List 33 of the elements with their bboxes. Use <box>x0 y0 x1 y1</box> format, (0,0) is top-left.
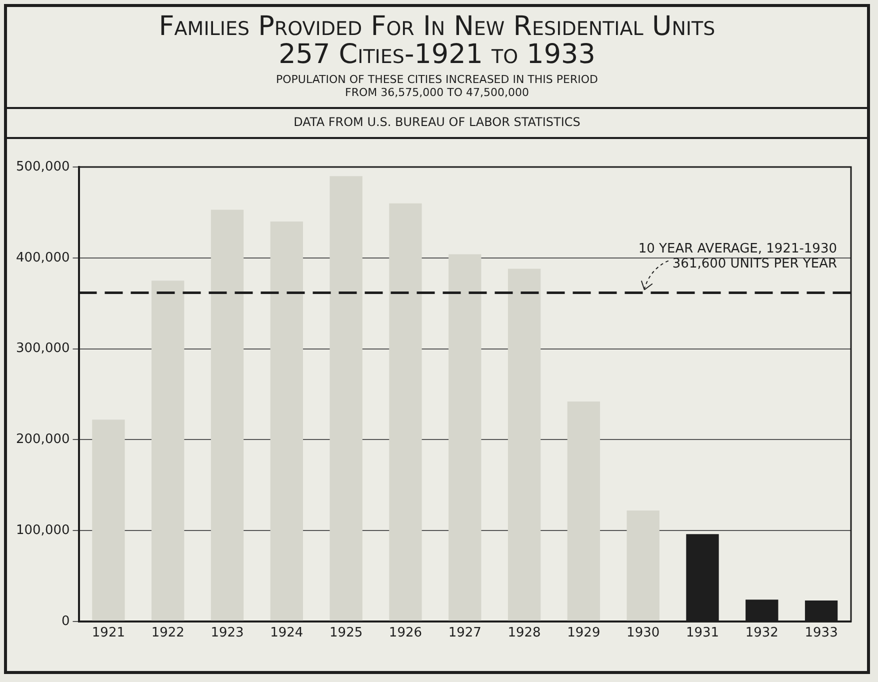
x-tick-label: 1929 <box>567 626 600 641</box>
x-tick-label: 1931 <box>686 626 720 641</box>
y-tick-label: 0 <box>61 614 70 629</box>
bar <box>567 401 600 621</box>
bar <box>330 176 362 621</box>
y-tick-label: 500,000 <box>16 159 70 174</box>
x-tick-label: 1933 <box>804 626 838 641</box>
x-tick-label: 1924 <box>270 626 304 641</box>
x-tick-label: 1923 <box>210 626 244 641</box>
chart-title: Families Provided For In New Residential Units 257 Cities-1921 to 1933 <box>158 11 716 70</box>
x-tick-label: 1922 <box>151 626 184 641</box>
x-tick-label: 1932 <box>745 626 778 641</box>
y-tick-label: 100,000 <box>16 522 70 538</box>
x-tick-label: 1927 <box>448 626 482 641</box>
chart-subtitle: POPULATION OF THESE CITIES INCREASED IN THIS PERIOD FROM 36,575,000 TO 47,500,000 <box>275 73 599 99</box>
ref-line-label: 10 YEAR AVERAGE, 1921-1930 361,600 UNITS PER YEAR <box>638 242 837 272</box>
text: DATA FROM U.S. BUREAU OF LABOR STATISTICS <box>7 109 867 139</box>
x-tick-label: 1921 <box>92 626 126 641</box>
x-tick-label: 1928 <box>508 626 541 641</box>
x-tick-label: 1930 <box>626 626 660 641</box>
bar <box>210 210 244 621</box>
bar <box>448 254 482 621</box>
y-tick-label: 400,000 <box>16 250 70 266</box>
y-tick-label: 300,000 <box>16 341 70 356</box>
x-tick-label: 1926 <box>388 626 422 641</box>
bar <box>389 203 422 621</box>
bar <box>508 268 541 621</box>
bar <box>152 280 184 621</box>
y-tick-label: 200,000 <box>16 432 70 448</box>
bar <box>270 222 304 621</box>
x-tick-label: 1925 <box>330 626 363 641</box>
bar <box>92 420 125 621</box>
bar <box>626 510 660 621</box>
